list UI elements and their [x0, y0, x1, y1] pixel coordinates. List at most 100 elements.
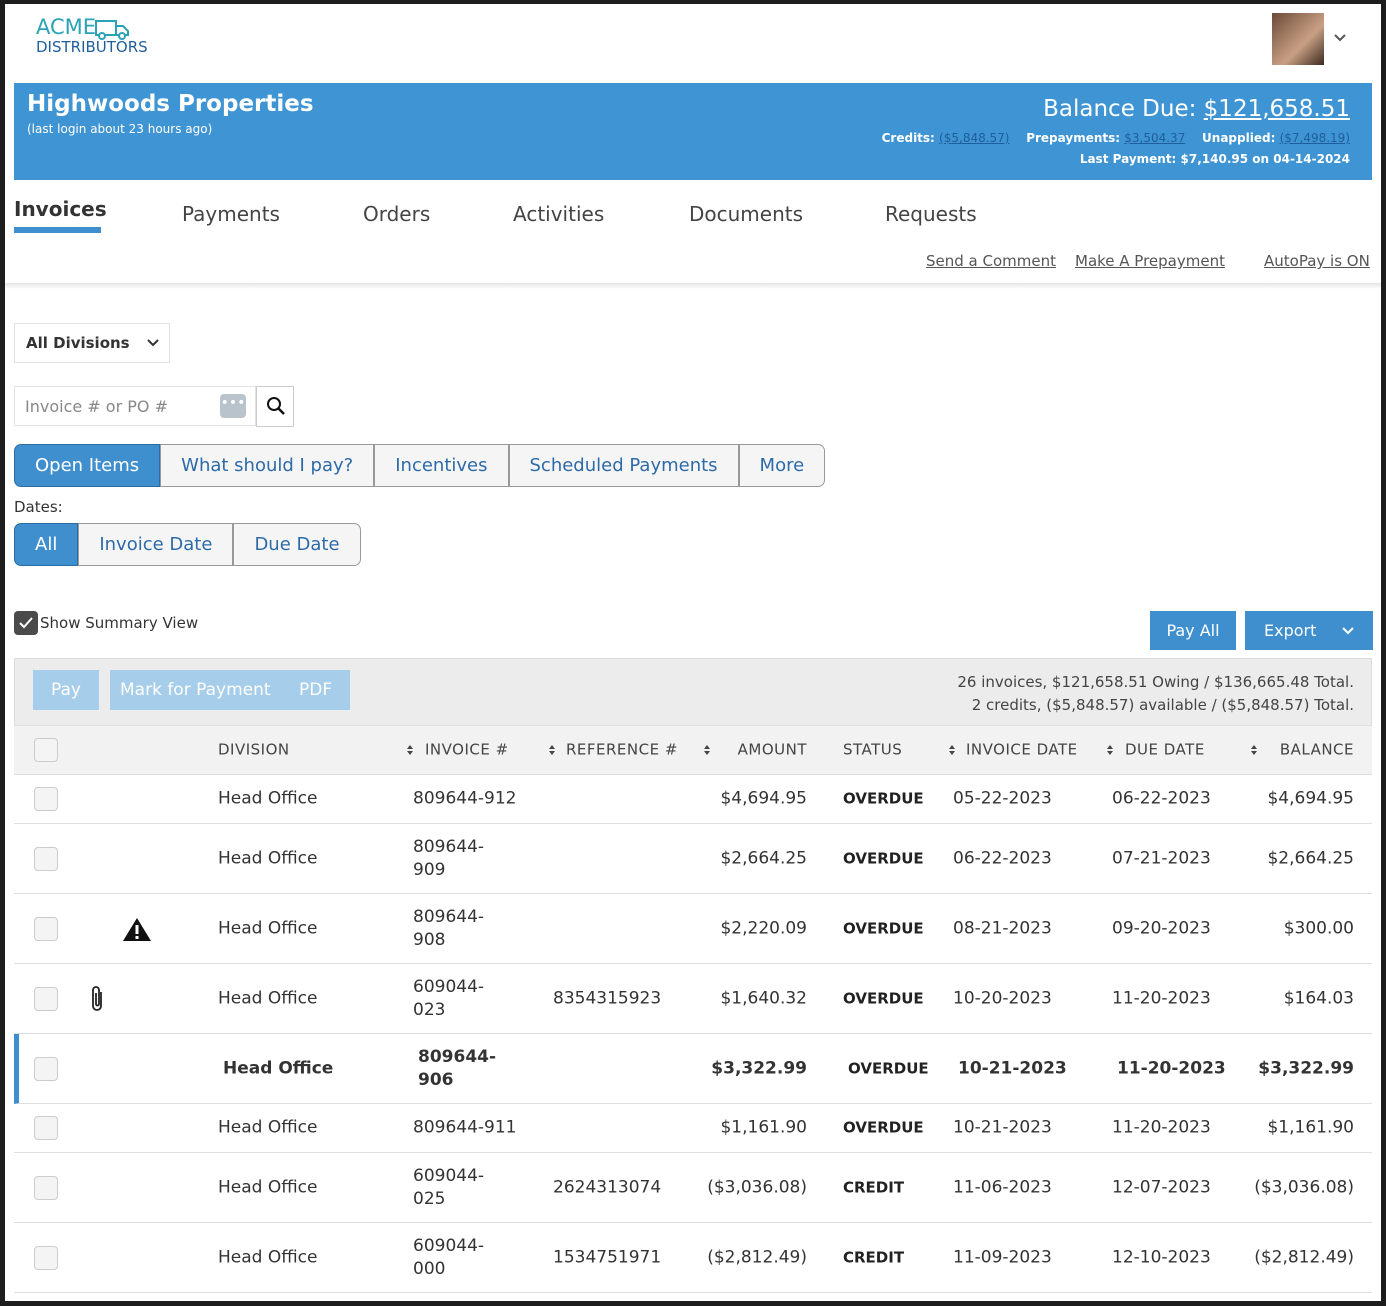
search-button[interactable] [256, 386, 294, 427]
table-summary: 26 invoices, $121,658.51 Owing / $136,66… [957, 671, 1354, 717]
summary-checkbox[interactable] [14, 611, 38, 635]
column-header[interactable]: DIVISION [218, 740, 290, 759]
summary-toggle[interactable]: Show Summary View [14, 611, 198, 635]
sort-icon[interactable] [703, 744, 711, 756]
pdf-button[interactable]: PDF [281, 670, 351, 710]
credits-label: Credits: [881, 131, 935, 145]
cell-text: $4,694.95 [720, 788, 807, 809]
sort-control[interactable] [548, 744, 556, 756]
invoice-row[interactable]: Head Office 809644-912 $4,694.95 OVERDUE 05-… [14, 775, 1372, 824]
cell-text: ($2,812.49) [1254, 1247, 1354, 1267]
pay-all-button[interactable]: Pay All [1150, 611, 1236, 650]
row-checkbox[interactable] [34, 916, 58, 941]
cell-text[interactable]: 809644-909 [413, 836, 485, 880]
view-button[interactable]: Incentives [374, 444, 509, 487]
status: CREDIT [843, 1248, 905, 1266]
tab-underline [14, 227, 101, 233]
mark-button[interactable]: Mark for Payment [110, 670, 281, 710]
tab[interactable]: Payments [182, 202, 280, 226]
cell-text: $300.00 [1283, 918, 1354, 938]
sort-icon[interactable] [1250, 744, 1258, 756]
warning-icon [122, 916, 152, 942]
cell-text[interactable]: 609044-025 [413, 1165, 485, 1209]
cell-text: 1534751971 [553, 1247, 662, 1267]
export-button[interactable]: Export [1245, 611, 1373, 650]
search-input[interactable]: Invoice # or PO # ••• [14, 386, 256, 426]
date-button[interactable]: All [14, 523, 79, 566]
balance-label: Balance Due: [1043, 96, 1197, 122]
date-button[interactable]: Due Date [233, 523, 361, 566]
action-link[interactable]: Make A Prepayment [1075, 252, 1225, 270]
view-button[interactable]: Open Items [14, 444, 161, 487]
invoice-row[interactable]: Head Office 809644-908 $2,220.09 OVERDUE 08-… [14, 894, 1372, 964]
sort-control[interactable] [406, 744, 414, 756]
cell-text: $1,640.32 [720, 988, 807, 1008]
invoice-row[interactable]: Head Office 809644-909 $2,664.25 OVERDUE 06-… [14, 824, 1372, 894]
options-icon[interactable]: ••• [220, 394, 246, 418]
column-header[interactable]: AMOUNT [737, 740, 807, 759]
cell-text: 11-20-2023 [1112, 988, 1211, 1008]
balance-amount[interactable]: $121,658.51 [1203, 96, 1350, 122]
tab[interactable]: Documents [689, 202, 804, 226]
action-link[interactable]: Send a Comment [926, 252, 1056, 270]
prepayments[interactable]: $3,504.37 [1124, 131, 1186, 145]
view-button[interactable]: Scheduled Payments [508, 444, 739, 487]
column-header[interactable]: STATUS [843, 740, 903, 759]
column-header[interactable]: DUE DATE [1125, 740, 1205, 759]
invoice-row[interactable]: Head Office 809644-906 $3,322.99 OVERDUE 10-… [14, 1034, 1372, 1104]
date-button[interactable]: Invoice Date [78, 523, 234, 566]
cell-text[interactable]: 609044-000 [413, 1235, 485, 1279]
attachment-icon[interactable] [88, 984, 106, 1014]
column-header[interactable]: INVOICE DATE [966, 740, 1078, 759]
invoice-row[interactable]: Head Office 609044-023 8354315923 $1,640.32… [14, 964, 1372, 1034]
select-all-checkbox[interactable] [34, 738, 58, 762]
sort-icon[interactable] [948, 744, 956, 756]
sort-icon[interactable] [1106, 744, 1114, 756]
cell-text: Head Office [218, 918, 318, 938]
invoice-row[interactable]: Head Office 809644-911 $1,161.90 OVERDUE 10-… [14, 1104, 1372, 1153]
sort-icon[interactable] [406, 744, 414, 756]
logo[interactable]: ACME DISTRIBUTORS [36, 16, 148, 56]
division-select[interactable]: All Divisions [14, 323, 170, 363]
view-button[interactable]: What should I pay? [160, 444, 375, 487]
sort-icon[interactable] [548, 744, 556, 756]
unapplied[interactable]: ($7,498.19) [1279, 131, 1350, 145]
logo-bottom: DISTRIBUTORS [36, 38, 148, 56]
cell-text: 10-21-2023 [953, 1117, 1052, 1138]
sort-control[interactable] [948, 744, 956, 756]
invoice-row[interactable]: Head Office 609044-025 2624313074 ($3,036.0… [14, 1153, 1372, 1223]
tab[interactable]: Activities [513, 202, 605, 226]
sort-control[interactable] [1106, 744, 1114, 756]
view-buttons: Open Items What should I pay? Incentives Sc… [14, 444, 826, 487]
pay-button[interactable]: Pay [33, 670, 99, 710]
summary-credits: 2 credits, ($5,848.57) available / ($5,8… [971, 696, 1354, 714]
column-header[interactable]: BALANCE [1279, 740, 1354, 759]
action-link[interactable]: AutoPay is ON [1264, 252, 1370, 270]
summary-invoices: 26 invoices, $121,658.51 Owing / $136,66… [957, 673, 1354, 691]
avatar-caret[interactable] [1333, 33, 1347, 43]
avatar[interactable] [1272, 13, 1324, 65]
cell-text[interactable]: 809644-912 [413, 788, 517, 809]
row-checkbox[interactable] [34, 1056, 58, 1081]
column-header[interactable]: REFERENCE # [566, 740, 678, 759]
sort-control[interactable] [703, 744, 711, 756]
tab[interactable]: Orders [363, 202, 431, 226]
tab[interactable]: Requests [885, 202, 977, 226]
status: OVERDUE [843, 919, 924, 937]
credits[interactable]: ($5,848.57) [939, 131, 1010, 145]
row-checkbox[interactable] [34, 1245, 58, 1270]
row-checkbox[interactable] [34, 787, 58, 811]
row-checkbox[interactable] [34, 1175, 58, 1200]
sort-control[interactable] [1250, 744, 1258, 756]
cell-text[interactable]: 809644-911 [413, 1117, 517, 1138]
row-checkbox[interactable] [34, 846, 58, 871]
cell-text[interactable]: 809644-908 [413, 906, 485, 950]
invoice-row[interactable]: Head Office 609044-000 1534751971 ($2,812.4… [14, 1223, 1372, 1293]
row-checkbox[interactable] [34, 986, 58, 1011]
cell-text[interactable]: 609044-023 [413, 976, 485, 1020]
row-checkbox[interactable] [34, 1116, 58, 1140]
column-header[interactable]: INVOICE # [425, 740, 509, 759]
tab[interactable]: Invoices [14, 197, 107, 221]
cell-text[interactable]: 809644-906 [418, 1046, 497, 1090]
view-button[interactable]: More [738, 444, 826, 487]
